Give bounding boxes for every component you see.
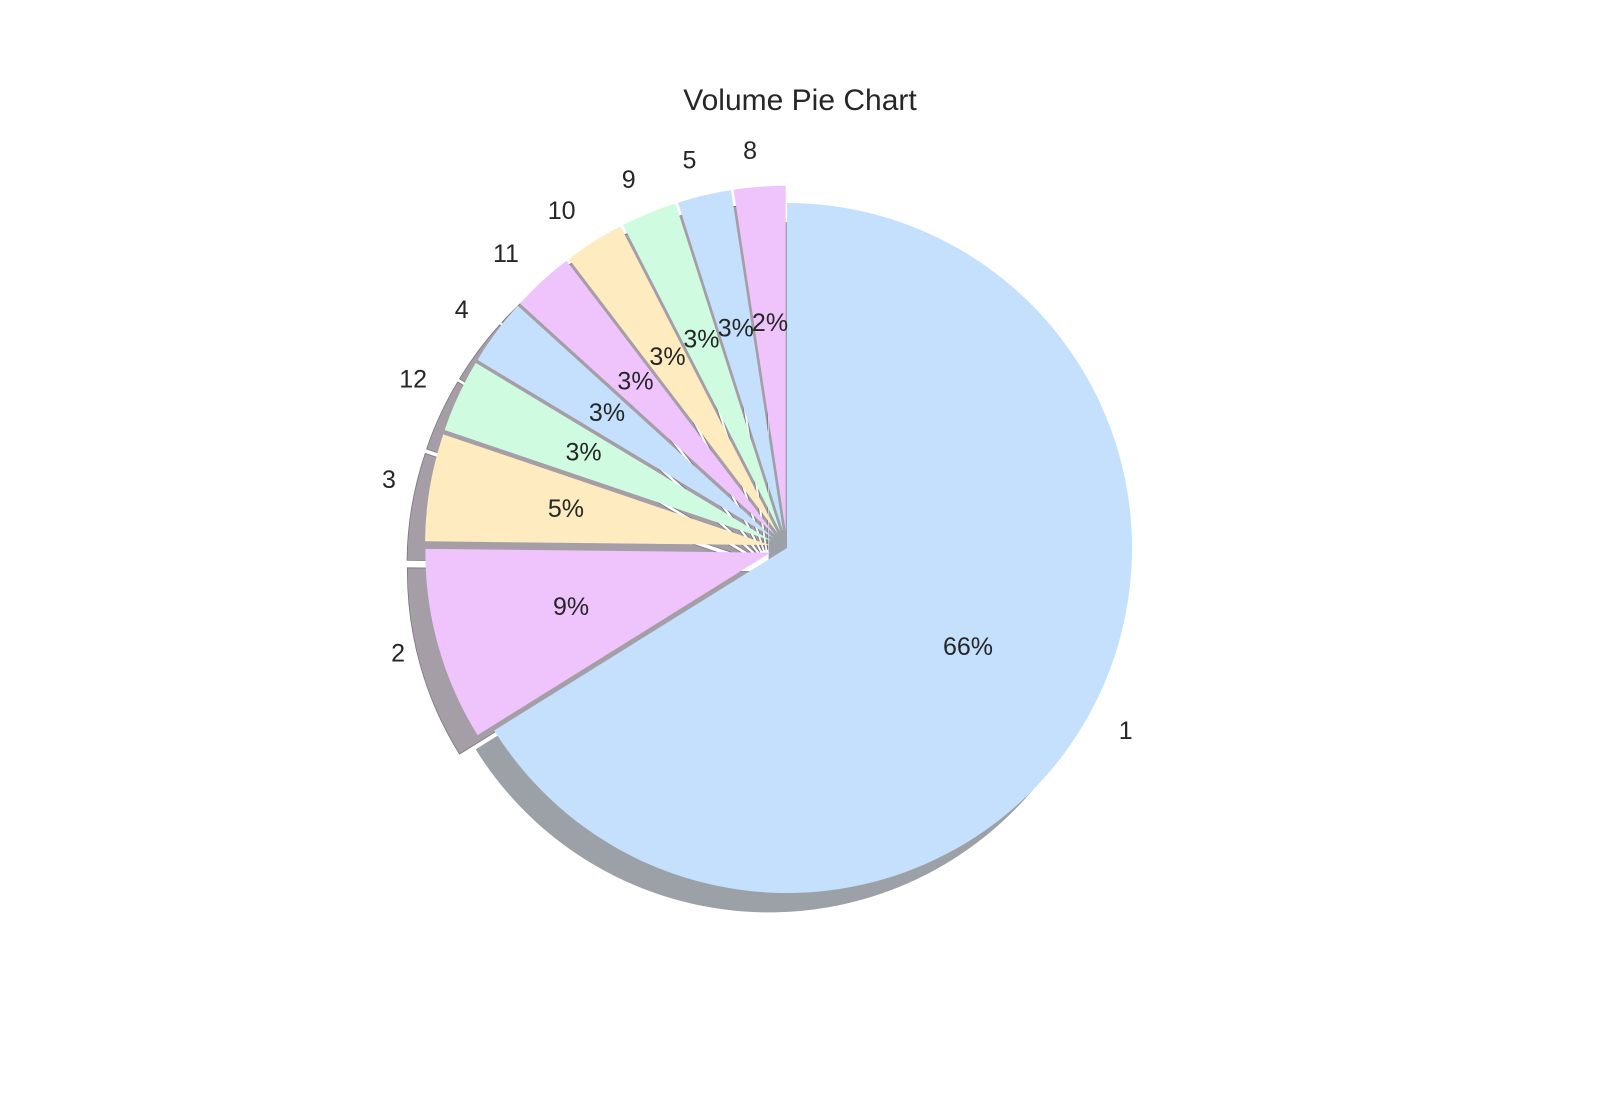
chart-title: Volume Pie Chart — [683, 84, 917, 117]
slice-percent-5: 3% — [718, 314, 754, 342]
pie-slice-2[interactable] — [425, 548, 771, 736]
slice-percent-1: 66% — [943, 633, 993, 661]
slice-percent-8: 2% — [752, 309, 788, 337]
slice-label-10: 10 — [548, 197, 576, 225]
slice-label-2: 2 — [391, 640, 405, 668]
slice-label-11: 11 — [493, 240, 519, 268]
pie-slice-12[interactable] — [444, 362, 772, 541]
label-layer: 1 66% 2 9% 3 5% 12 3% 4 3% 11 3% 10 3% 9 3% 5 3% 8 2% — [382, 137, 1133, 745]
pie-slice-8[interactable] — [733, 185, 786, 531]
pie-slice-1[interactable] — [494, 203, 1133, 894]
pie-slice-9[interactable] — [623, 203, 781, 533]
slice-percent-3: 5% — [548, 495, 584, 523]
slice-label-3: 3 — [382, 466, 396, 494]
slice-label-8: 8 — [743, 137, 757, 165]
slice-label-4: 4 — [455, 296, 469, 324]
pie-slice-3[interactable] — [425, 434, 770, 546]
slice-label-5: 5 — [682, 146, 696, 174]
slice-percent-9: 3% — [683, 325, 719, 353]
slice-percent-10: 3% — [649, 343, 685, 371]
pie-slice-4[interactable] — [477, 305, 774, 538]
slice-percent-11: 3% — [617, 367, 653, 395]
slice-percent-2: 9% — [553, 593, 589, 621]
slice-label-1: 1 — [1119, 717, 1133, 745]
slice-percent-12: 3% — [566, 438, 602, 466]
pie-slice-5[interactable] — [678, 190, 784, 532]
slice-label-9: 9 — [622, 166, 636, 194]
slice-layer — [425, 185, 1133, 894]
pie-slice-11[interactable] — [519, 260, 776, 536]
pie-slice-10[interactable] — [568, 226, 778, 534]
slice-percent-4: 3% — [589, 399, 625, 427]
slice-label-12: 12 — [399, 366, 427, 394]
